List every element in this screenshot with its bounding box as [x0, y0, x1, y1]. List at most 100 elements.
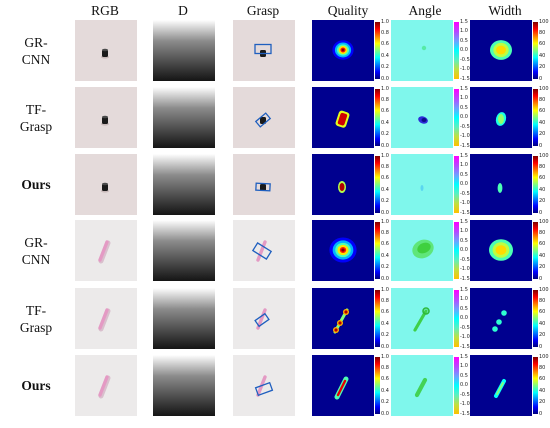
angle-colorbar-tick: 1.0: [460, 228, 468, 234]
quality-map: [312, 154, 374, 215]
quality-colorbar-tick: 0.4: [381, 320, 389, 327]
width-colorbar-tick: 80: [539, 364, 546, 371]
width-map: [470, 288, 532, 349]
row-label: GR- CNN: [21, 34, 51, 67]
angle-colorbar-tick: 1.5: [460, 18, 468, 25]
angle-colorbar-tick: -0.5: [460, 256, 470, 263]
width-colorbar-tick: 100: [539, 152, 549, 159]
width-colorbar-tick: 40: [539, 186, 546, 193]
quality-colorbar-tick: 0.0: [381, 75, 389, 82]
column-header-angle: Angle: [408, 3, 442, 18]
width-colorbar: [533, 156, 538, 213]
angle-colorbar-tick: 0.0: [460, 181, 468, 187]
quality-colorbar-tick: 0.6: [381, 41, 389, 48]
depth-image: [153, 20, 215, 81]
quality-colorbar-tick: 1.0: [381, 18, 389, 25]
angle-colorbar-tick: -1.0: [460, 133, 470, 139]
width-colorbar-tick: 0: [539, 343, 543, 350]
angle-colorbar-tick: -1.5: [460, 410, 470, 417]
quality-colorbar-tick: 0.4: [381, 252, 389, 259]
width-colorbar-tick: 100: [539, 18, 549, 25]
angle-colorbar-tick: 1.5: [460, 286, 468, 293]
angle-colorbar-tick: 1.0: [460, 296, 468, 302]
rgb-image: [75, 154, 137, 215]
quality-colorbar-tick: 0.2: [381, 131, 389, 138]
rgb-image: [75, 355, 137, 416]
angle-colorbar-tick: -1.0: [460, 401, 470, 407]
column-header-grasp: Grasp: [246, 3, 280, 18]
quality-colorbar-tick: 0.0: [381, 209, 389, 216]
quality-colorbar: [375, 357, 380, 414]
quality-colorbar-tick: 0.6: [381, 241, 389, 248]
angle-colorbar-tick: -0.5: [460, 324, 470, 331]
grasp-image: [233, 288, 295, 349]
width-colorbar-tick: 20: [539, 264, 546, 271]
width-colorbar: [533, 89, 538, 146]
angle-colorbar-tick: 1.5: [460, 152, 468, 159]
quality-colorbar-tick: 1.0: [381, 353, 389, 360]
quality-colorbar-tick: 0.8: [381, 163, 389, 170]
quality-colorbar-tick: 0.6: [381, 108, 389, 115]
angle-map: [391, 220, 453, 281]
width-colorbar-tick: 60: [539, 309, 546, 316]
rgb-image: [75, 220, 137, 281]
quality-colorbar-tick: 0.6: [381, 175, 389, 182]
quality-colorbar-tick: 0.0: [381, 410, 389, 417]
quality-colorbar-tick: 0.4: [381, 387, 389, 394]
width-colorbar-tick: 80: [539, 229, 546, 236]
row-label: TF- Grasp: [19, 302, 53, 335]
angle-map: [391, 20, 453, 81]
angle-colorbar-tick: -1.5: [460, 209, 470, 216]
quality-colorbar: [375, 222, 380, 279]
width-colorbar-tick: 80: [539, 297, 546, 304]
angle-colorbar-tick: 0.0: [460, 47, 468, 53]
angle-colorbar-tick: -0.5: [460, 391, 470, 398]
quality-colorbar-tick: 0.4: [381, 186, 389, 193]
width-colorbar: [533, 357, 538, 414]
rgb-image: [75, 87, 137, 148]
width-colorbar-tick: 0: [539, 410, 543, 417]
width-colorbar-tick: 0: [539, 275, 543, 282]
column-header-width: Width: [488, 3, 522, 18]
quality-colorbar-tick: 0.2: [381, 399, 389, 406]
width-colorbar-tick: 80: [539, 29, 546, 36]
width-colorbar-tick: 0: [539, 75, 543, 82]
width-colorbar-tick: 60: [539, 376, 546, 383]
quality-colorbar-tick: 1.0: [381, 218, 389, 225]
width-colorbar-tick: 40: [539, 387, 546, 394]
angle-colorbar: [454, 156, 459, 213]
quality-colorbar-tick: 0.4: [381, 52, 389, 59]
width-colorbar-tick: 40: [539, 252, 546, 259]
width-colorbar-tick: 20: [539, 399, 546, 406]
angle-colorbar-tick: 1.0: [460, 162, 468, 168]
width-colorbar-tick: 100: [539, 353, 549, 360]
quality-colorbar-tick: 0.4: [381, 119, 389, 126]
angle-colorbar-tick: 0.0: [460, 382, 468, 388]
angle-colorbar-tick: 0.5: [460, 305, 468, 312]
angle-colorbar-tick: 1.5: [460, 218, 468, 225]
quality-colorbar-tick: 1.0: [381, 286, 389, 293]
depth-image: [153, 154, 215, 215]
quality-colorbar-tick: 0.8: [381, 229, 389, 236]
quality-map: [312, 87, 374, 148]
depth-image: [153, 220, 215, 281]
quality-colorbar-tick: 0.6: [381, 376, 389, 383]
quality-colorbar-tick: 0.8: [381, 297, 389, 304]
quality-colorbar-tick: 0.2: [381, 264, 389, 271]
width-colorbar-tick: 60: [539, 175, 546, 182]
angle-colorbar: [454, 222, 459, 279]
angle-colorbar-tick: 0.0: [460, 315, 468, 321]
depth-image: [153, 355, 215, 416]
quality-colorbar-tick: 1.0: [381, 85, 389, 92]
column-header-d: D: [178, 3, 188, 18]
angle-colorbar-tick: 1.5: [460, 85, 468, 92]
angle-colorbar-tick: 0.5: [460, 372, 468, 379]
quality-colorbar-tick: 0.6: [381, 309, 389, 316]
quality-map: [312, 20, 374, 81]
width-colorbar-tick: 20: [539, 131, 546, 138]
angle-colorbar: [454, 290, 459, 347]
depth-image: [153, 87, 215, 148]
quality-colorbar-tick: 0.2: [381, 332, 389, 339]
width-colorbar-tick: 20: [539, 64, 546, 71]
width-map: [470, 20, 532, 81]
